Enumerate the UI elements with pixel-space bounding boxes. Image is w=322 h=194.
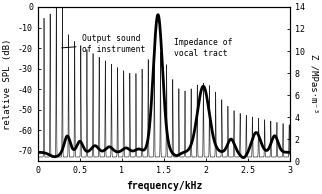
Text: Impedance of
vocal tract: Impedance of vocal tract — [174, 38, 232, 58]
X-axis label: frequency/kHz: frequency/kHz — [126, 181, 202, 191]
Y-axis label: Z /MPas·m⁻³: Z /MPas·m⁻³ — [309, 55, 318, 114]
Y-axis label: relative SPL (dB): relative SPL (dB) — [4, 38, 13, 130]
Text: Output sound
of instrument: Output sound of instrument — [62, 34, 145, 54]
